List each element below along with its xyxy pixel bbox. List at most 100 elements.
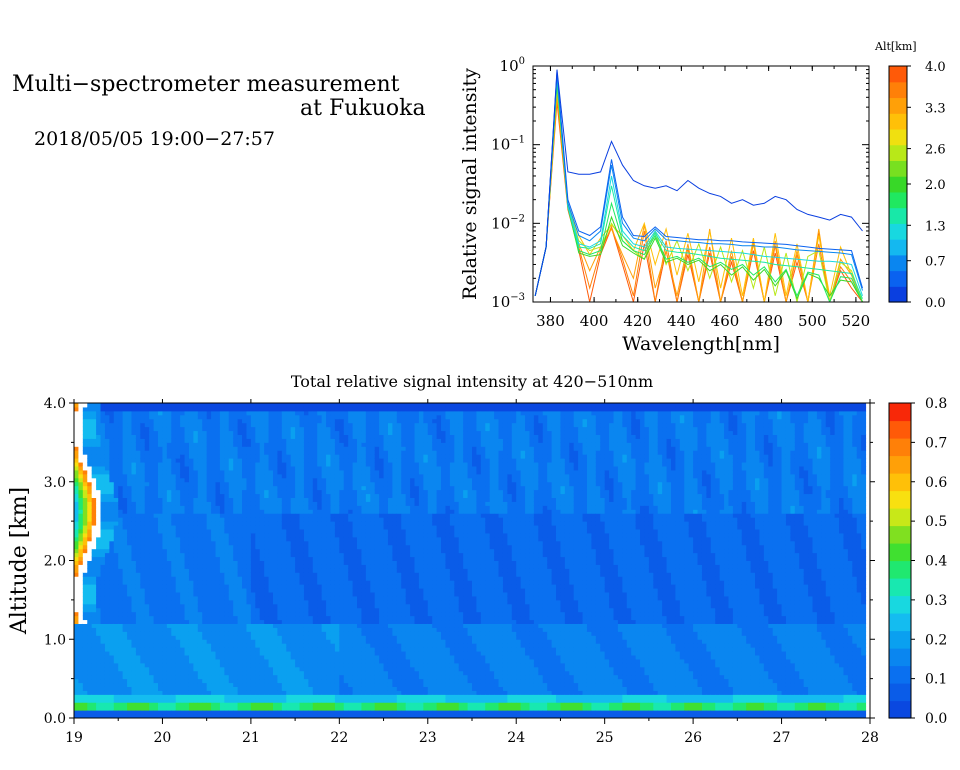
heatmap-cell bbox=[277, 513, 283, 518]
heatmap-cell bbox=[330, 430, 336, 435]
heatmap-cell bbox=[242, 477, 247, 483]
heatmap-cell bbox=[171, 536, 177, 542]
heatmap-cell bbox=[206, 698, 212, 703]
heatmap-cell bbox=[158, 485, 163, 491]
heatmap-cell bbox=[273, 658, 278, 664]
heatmap-cell bbox=[113, 623, 119, 628]
heatmap-cell bbox=[299, 513, 305, 518]
heatmap-cell bbox=[286, 576, 292, 581]
heatmap-cell bbox=[250, 473, 256, 479]
heatmap-cell bbox=[264, 607, 270, 613]
heatmap-cell bbox=[215, 544, 221, 550]
heatmap-cell bbox=[135, 544, 141, 550]
heatmap-cell bbox=[74, 658, 79, 664]
heatmap-cell bbox=[250, 410, 256, 416]
heatmap-cell bbox=[104, 410, 110, 416]
heatmap-cell bbox=[96, 426, 102, 432]
heatmap-cell bbox=[250, 639, 256, 644]
heatmap-cell bbox=[82, 410, 88, 416]
heatmap-cell bbox=[215, 592, 221, 597]
heatmap-cell bbox=[242, 430, 247, 435]
heatmap-cell bbox=[131, 418, 137, 424]
heatmap-cell bbox=[308, 658, 314, 664]
heatmap-cell bbox=[224, 556, 230, 561]
heatmap-cell bbox=[180, 564, 186, 569]
heatmap-cell bbox=[299, 666, 305, 672]
heatmap-cell bbox=[175, 552, 181, 558]
heatmap-cell bbox=[135, 430, 141, 435]
heatmap-cell bbox=[242, 466, 247, 471]
heatmap-cell bbox=[219, 493, 225, 498]
heatmap-cell bbox=[299, 615, 305, 621]
heatmap-cell bbox=[246, 651, 252, 656]
heatmap-cell bbox=[202, 446, 208, 451]
heatmap-cell bbox=[118, 694, 124, 699]
heatmap-cell bbox=[219, 694, 225, 699]
heatmap-cell bbox=[135, 714, 141, 718]
heatmap-cell bbox=[78, 532, 84, 538]
heatmap-cell bbox=[153, 651, 159, 656]
heatmap-cell bbox=[104, 481, 110, 487]
heatmap-cell bbox=[259, 414, 265, 420]
heatmap-cell bbox=[295, 690, 301, 695]
heatmap-cell bbox=[162, 599, 168, 605]
heatmap-cell bbox=[255, 517, 261, 522]
heatmap-cell bbox=[104, 466, 110, 471]
heatmap-cell bbox=[281, 682, 287, 687]
heatmap-cell bbox=[206, 603, 212, 609]
heatmap-cell bbox=[188, 430, 194, 435]
heatmap-cell bbox=[153, 588, 159, 593]
heatmap-cell bbox=[158, 599, 163, 605]
heatmap-cell bbox=[281, 442, 287, 447]
heatmap-cell bbox=[312, 702, 318, 707]
heatmap-cell bbox=[140, 485, 146, 491]
heatmap-cell bbox=[268, 422, 274, 428]
heatmap-cell bbox=[118, 513, 124, 518]
heatmap-cell bbox=[246, 521, 252, 526]
heatmap-cell bbox=[321, 485, 327, 491]
heatmap-cell bbox=[74, 576, 79, 581]
heatmap-cell bbox=[118, 552, 124, 558]
heatmap-cell bbox=[109, 521, 115, 526]
heatmap-cell bbox=[255, 710, 261, 715]
heatmap-cell bbox=[91, 403, 97, 408]
heatmap-cell bbox=[228, 592, 234, 597]
heatmap-cell bbox=[144, 599, 150, 605]
heatmap-cell bbox=[334, 466, 340, 471]
heatmap-cell bbox=[206, 619, 212, 624]
heatmap-cell bbox=[180, 702, 186, 707]
heatmap-cell bbox=[82, 418, 88, 424]
heatmap-cell bbox=[321, 536, 327, 542]
heatmap-cell bbox=[281, 623, 287, 628]
heatmap-cell bbox=[317, 458, 323, 463]
heatmap-cell bbox=[104, 619, 110, 624]
heatmap-cell bbox=[237, 552, 243, 558]
heatmap-cell bbox=[109, 544, 115, 550]
heatmap-cell bbox=[193, 525, 199, 530]
heatmap-cell bbox=[224, 627, 230, 632]
heatmap-cell bbox=[140, 635, 146, 640]
heatmap-cell bbox=[219, 666, 225, 672]
heatmap-cell bbox=[175, 414, 181, 420]
heatmap-cell bbox=[162, 588, 168, 593]
heatmap-cell bbox=[268, 525, 274, 530]
heatmap-cell bbox=[237, 698, 243, 703]
heatmap-cell bbox=[202, 406, 208, 412]
heatmap-cell bbox=[188, 595, 194, 601]
heatmap-cell bbox=[149, 548, 155, 554]
heatmap-cell bbox=[127, 658, 132, 664]
heatmap-cell bbox=[268, 454, 274, 459]
heatmap-cell bbox=[82, 469, 88, 475]
heatmap-cell bbox=[268, 489, 274, 495]
heatmap-cell bbox=[113, 643, 119, 648]
heatmap-cell bbox=[188, 485, 194, 491]
heatmap-cell bbox=[224, 403, 230, 408]
heatmap-cell bbox=[317, 710, 323, 715]
heatmap-cell bbox=[299, 406, 305, 412]
heatmap-cell bbox=[317, 611, 323, 617]
heatmap-cell bbox=[246, 466, 252, 471]
heatmap-cell bbox=[87, 513, 93, 518]
heatmap-cell bbox=[295, 615, 301, 621]
heatmap-cell bbox=[246, 702, 252, 707]
heatmap-cell bbox=[162, 438, 168, 443]
